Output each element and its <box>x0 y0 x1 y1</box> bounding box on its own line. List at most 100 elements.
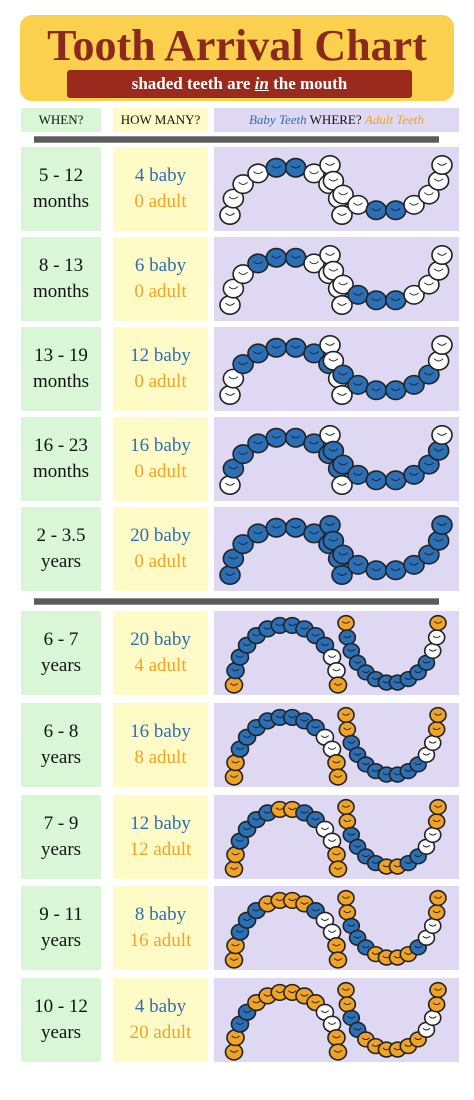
baby-count: 4 baby <box>134 996 187 1017</box>
tooth-icon <box>384 560 407 581</box>
tooth-icon <box>219 294 241 315</box>
tooth-icon <box>319 335 341 355</box>
tooth-icon <box>347 374 369 395</box>
baby-count: 16 baby <box>130 435 191 456</box>
tooth-icon <box>347 284 369 305</box>
tooth-icon <box>337 889 355 907</box>
adult-count: 0 adult <box>134 461 187 482</box>
tooth-icon <box>431 515 453 535</box>
age-unit: months <box>33 191 89 212</box>
chart-row: 7 - 9 years 12 baby 12 adult <box>0 795 474 879</box>
adult-count: 0 adult <box>134 191 187 212</box>
chart-row: 2 - 3.5 years 20 baby 0 adult <box>0 507 474 591</box>
age-unit: years <box>40 930 82 951</box>
tooth-icon <box>327 1029 346 1047</box>
subtitle-text-end: the mouth <box>268 74 348 93</box>
tooth-icon <box>337 798 355 816</box>
how-many-cell: 8 baby 16 adult <box>113 886 208 970</box>
teeth-diagram-cell <box>214 507 459 591</box>
chart-row: 8 - 13 months 6 baby 0 adult <box>0 237 474 321</box>
tooth-icon <box>403 374 425 395</box>
divider-top <box>34 136 439 143</box>
how-many-cell: 4 baby 20 adult <box>113 978 208 1062</box>
how-many-cell: 16 baby 0 adult <box>113 417 208 501</box>
legend-baby-teeth: Baby Teeth <box>248 112 307 127</box>
tooth-icon <box>322 530 345 551</box>
tooth-icon <box>429 981 447 999</box>
tooth-icon <box>327 662 346 680</box>
tooth-icon <box>284 157 307 178</box>
when-cell: 9 - 11 years <box>21 886 101 970</box>
tooth-icon <box>347 554 369 575</box>
tooth-icon <box>222 458 245 479</box>
tooth-icon <box>222 188 245 209</box>
how-many-cell: 4 baby 0 adult <box>113 147 208 231</box>
tooth-icon <box>347 464 369 485</box>
tooth-icon <box>328 676 348 694</box>
tooth-icon <box>429 798 447 816</box>
tooth-icon <box>429 614 447 632</box>
tooth-icon <box>384 380 407 401</box>
teeth-diagram <box>224 798 447 878</box>
teeth-diagram-cell <box>214 978 459 1062</box>
age-range: 9 - 11 <box>39 904 83 925</box>
adult-count: 0 adult <box>134 551 187 572</box>
tooth-icon <box>403 194 425 215</box>
tooth-icon <box>418 454 440 475</box>
tooth-icon <box>247 433 269 454</box>
tooth-icon <box>222 278 245 299</box>
adult-count: 8 adult <box>134 747 187 768</box>
tooth-icon <box>365 200 388 221</box>
age-unit: years <box>40 655 82 676</box>
adult-count: 0 adult <box>134 281 187 302</box>
tooth-icon <box>331 474 353 495</box>
tooth-icon <box>327 937 346 955</box>
tooth-icon <box>365 290 388 311</box>
adult-count: 20 adult <box>129 1022 192 1043</box>
tooth-icon <box>222 368 245 389</box>
tooth-icon <box>429 889 447 907</box>
how-many-cell: 12 baby 12 adult <box>113 795 208 879</box>
tooth-icon <box>219 384 241 405</box>
tooth-icon <box>338 904 357 921</box>
tooth-icon <box>328 860 348 878</box>
tooth-icon <box>403 464 425 485</box>
tooth-icon <box>232 534 254 555</box>
age-unit: months <box>33 461 89 482</box>
tooth-icon <box>303 433 325 454</box>
when-cell: 16 - 23 months <box>21 417 101 501</box>
tooth-icon <box>418 544 440 565</box>
tooth-icon <box>423 917 442 935</box>
tooth-icon <box>403 284 425 305</box>
tooth-icon <box>337 614 355 632</box>
tooth-icon <box>418 274 440 295</box>
tooth-icon <box>331 564 353 585</box>
teeth-diagram-cell <box>214 417 459 501</box>
age-range: 8 - 13 <box>38 255 84 276</box>
tooth-icon <box>322 170 345 191</box>
tooth-icon <box>331 204 353 225</box>
when-cell: 6 - 7 years <box>21 611 101 695</box>
tooth-icon <box>423 826 442 844</box>
age-range: 16 - 23 <box>34 435 88 456</box>
teeth-diagram <box>224 981 447 1061</box>
tooth-icon <box>224 1043 244 1061</box>
tooth-icon <box>332 184 354 205</box>
tooth-icon <box>247 523 269 544</box>
teeth-diagram <box>224 889 447 969</box>
tooth-icon <box>322 350 345 371</box>
teeth-diagram <box>219 155 453 225</box>
tooth-icon <box>423 1009 442 1027</box>
tooth-icon <box>427 170 450 191</box>
baby-count: 4 baby <box>134 165 187 186</box>
tooth-icon <box>338 629 357 646</box>
header-banner: Tooth Arrival Chart shaded teeth are in … <box>20 15 454 101</box>
teeth-diagram-cell <box>214 327 459 411</box>
tooth-icon <box>423 642 442 660</box>
chart-row: 9 - 11 years 8 baby 16 adult <box>0 886 474 970</box>
teeth-diagram <box>219 335 453 405</box>
when-cell: 7 - 9 years <box>21 795 101 879</box>
age-range: 10 - 12 <box>34 996 88 1017</box>
tooth-icon <box>219 474 241 495</box>
age-range: 5 - 12 <box>38 165 84 186</box>
